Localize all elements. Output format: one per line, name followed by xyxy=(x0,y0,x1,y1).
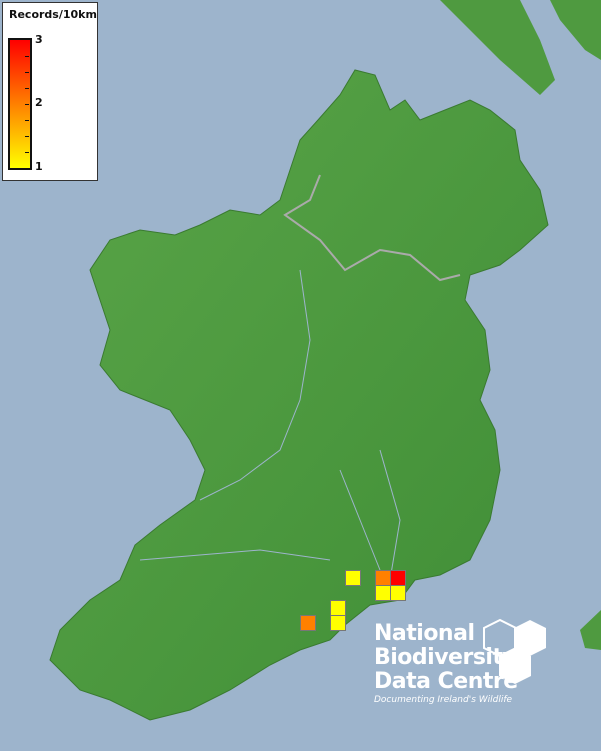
logo-tagline: Documenting Ireland's Wildlife xyxy=(374,695,513,705)
record-square[interactable] xyxy=(330,600,346,616)
scotland-landmass xyxy=(440,0,601,95)
record-square[interactable] xyxy=(390,585,406,601)
logo-hexagons-icon xyxy=(483,618,546,684)
legend-tick xyxy=(25,72,29,73)
legend-tick xyxy=(25,56,29,57)
record-square[interactable] xyxy=(390,570,406,586)
nbdc-logo[interactable]: National Biodiversity Data Centre Docume… xyxy=(374,618,546,705)
legend-tick xyxy=(25,120,29,121)
record-square[interactable] xyxy=(345,570,361,586)
legend-tick xyxy=(25,88,29,89)
logo-line3: Data Centre xyxy=(374,669,518,694)
legend: Records/10km 3 2 1 xyxy=(2,2,98,181)
record-square[interactable] xyxy=(300,615,316,631)
rivers xyxy=(139,269,401,581)
legend-tick xyxy=(25,152,29,153)
legend-max-label: 3 xyxy=(35,33,43,46)
legend-min-label: 1 xyxy=(35,160,43,173)
logo-line1: National xyxy=(374,621,475,646)
record-square[interactable] xyxy=(375,570,391,586)
legend-mid-label: 2 xyxy=(35,96,43,109)
wales-landmass xyxy=(580,610,601,650)
legend-title: Records/10km xyxy=(9,8,97,21)
record-square[interactable] xyxy=(375,585,391,601)
legend-tick xyxy=(25,136,29,137)
legend-tick xyxy=(25,104,29,105)
record-square[interactable] xyxy=(330,615,346,631)
border-line xyxy=(283,174,461,282)
logo-line2: Biodiversity xyxy=(374,645,517,670)
